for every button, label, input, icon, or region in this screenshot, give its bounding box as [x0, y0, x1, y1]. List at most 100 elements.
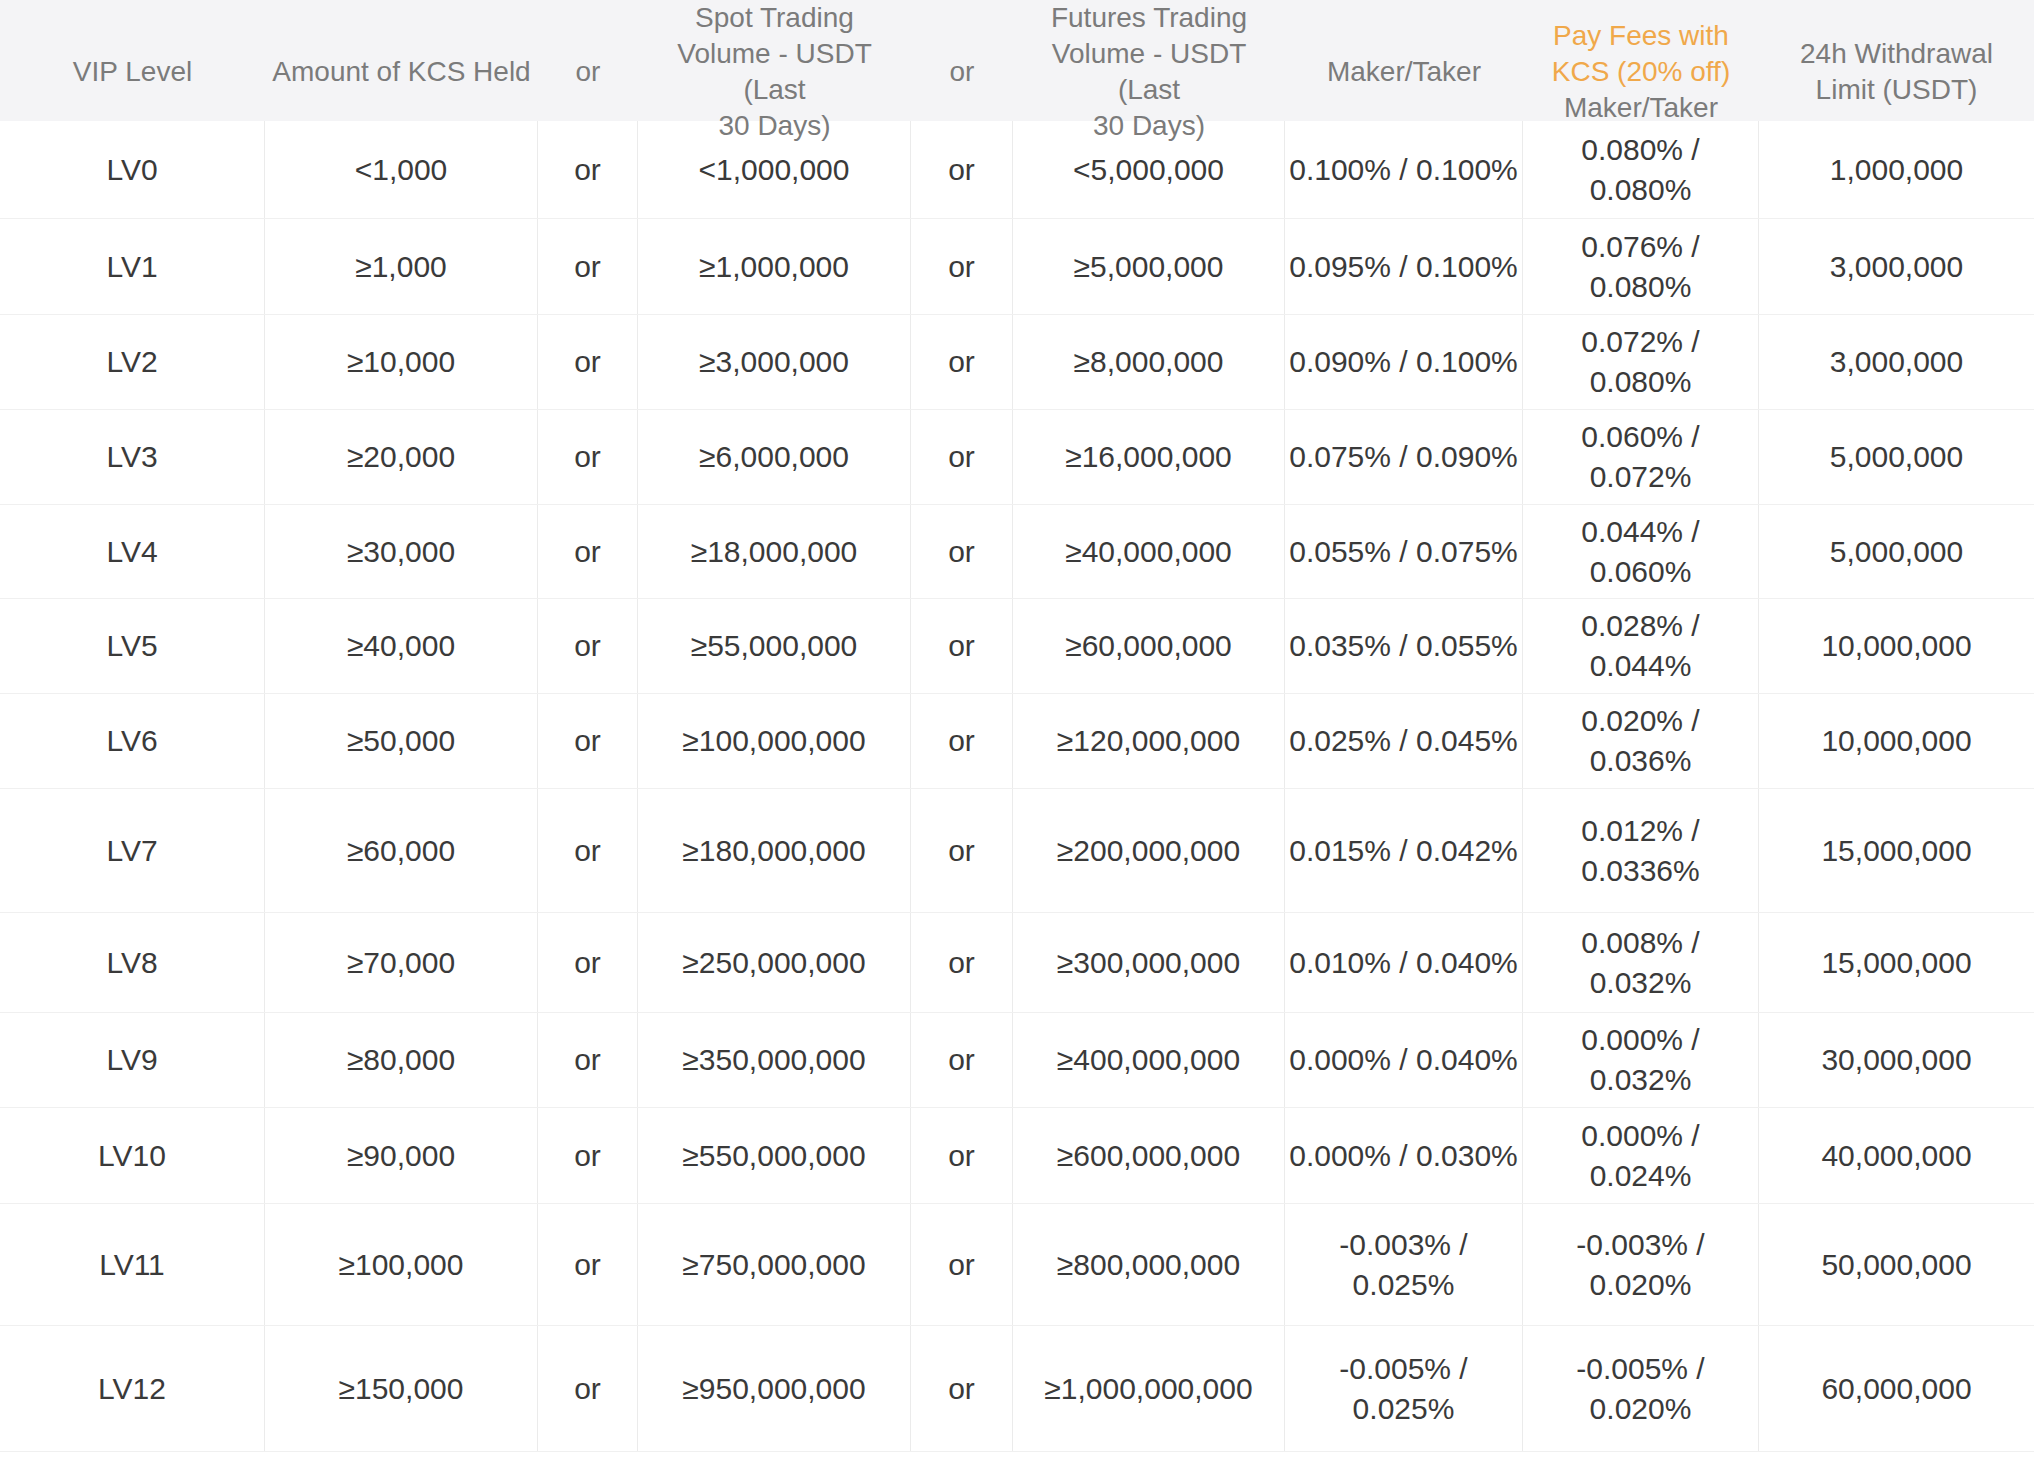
cell-futures-volume: ≥60,000,000: [1013, 599, 1285, 693]
cell-spot-volume: ≥550,000,000: [638, 1108, 911, 1203]
cell-vip-level: LV5: [0, 599, 265, 693]
cell-spot-volume: ≥3,000,000: [638, 315, 911, 409]
cell-kcs-fee: 0.076% / 0.080%: [1523, 219, 1759, 314]
cell-maker-taker: 0.035% / 0.055%: [1285, 599, 1523, 693]
cell-kcs-fee: -0.003% / 0.020%: [1523, 1204, 1759, 1325]
cell-spot-volume: ≥18,000,000: [638, 505, 911, 598]
cell-or: or: [911, 789, 1013, 912]
cell-withdrawal-limit: 1,000,000: [1759, 121, 2034, 218]
cell-or: or: [911, 315, 1013, 409]
cell-vip-level: LV8: [0, 913, 265, 1012]
cell-spot-volume: ≥6,000,000: [638, 410, 911, 504]
cell-kcs-fee: 0.044% / 0.060%: [1523, 505, 1759, 598]
cell-vip-level: LV6: [0, 694, 265, 788]
cell-spot-volume: ≥1,000,000: [638, 219, 911, 314]
table-row: LV8≥70,000or≥250,000,000or≥300,000,0000.…: [0, 913, 2034, 1013]
vip-fee-table: VIP Level Amount of KCS Held or Spot Tra…: [0, 0, 2034, 1452]
cell-withdrawal-limit: 3,000,000: [1759, 219, 2034, 314]
table-row: LV1≥1,000or≥1,000,000or≥5,000,0000.095% …: [0, 219, 2034, 315]
cell-or: or: [538, 315, 638, 409]
cell-withdrawal-limit: 15,000,000: [1759, 913, 2034, 1012]
cell-or: or: [911, 505, 1013, 598]
cell-withdrawal-limit: 15,000,000: [1759, 789, 2034, 912]
vip-fee-page: VIP Level Amount of KCS Held or Spot Tra…: [0, 0, 2034, 1458]
cell-kcs-fee: 0.080% / 0.080%: [1523, 121, 1759, 218]
table-row: LV11≥100,000or≥750,000,000or≥800,000,000…: [0, 1204, 2034, 1326]
cell-kcs-held: <1,000: [265, 121, 538, 218]
cell-kcs-fee: 0.028% / 0.044%: [1523, 599, 1759, 693]
table-row: LV4≥30,000or≥18,000,000or≥40,000,0000.05…: [0, 505, 2034, 599]
cell-or: or: [911, 1204, 1013, 1325]
cell-maker-taker: 0.075% / 0.090%: [1285, 410, 1523, 504]
cell-kcs-fee: -0.005% / 0.020%: [1523, 1326, 1759, 1451]
cell-futures-volume: ≥400,000,000: [1013, 1013, 1285, 1107]
cell-spot-volume: ≥100,000,000: [638, 694, 911, 788]
cell-vip-level: LV9: [0, 1013, 265, 1107]
cell-or: or: [538, 121, 638, 218]
cell-kcs-held: ≥30,000: [265, 505, 538, 598]
cell-kcs-fee: 0.000% / 0.032%: [1523, 1013, 1759, 1107]
cell-vip-level: LV10: [0, 1108, 265, 1203]
cell-kcs-fee: 0.020% / 0.036%: [1523, 694, 1759, 788]
cell-vip-level: LV11: [0, 1204, 265, 1325]
cell-or: or: [911, 1326, 1013, 1451]
cell-kcs-held: ≥20,000: [265, 410, 538, 504]
cell-or: or: [538, 789, 638, 912]
cell-kcs-fee: 0.000% / 0.024%: [1523, 1108, 1759, 1203]
cell-futures-volume: ≥800,000,000: [1013, 1204, 1285, 1325]
cell-kcs-held: ≥60,000: [265, 789, 538, 912]
cell-or: or: [911, 599, 1013, 693]
cell-withdrawal-limit: 50,000,000: [1759, 1204, 2034, 1325]
cell-or: or: [538, 1108, 638, 1203]
cell-withdrawal-limit: 5,000,000: [1759, 410, 2034, 504]
cell-kcs-held: ≥40,000: [265, 599, 538, 693]
table-header: VIP Level Amount of KCS Held or Spot Tra…: [0, 0, 2034, 121]
cell-maker-taker: 0.000% / 0.040%: [1285, 1013, 1523, 1107]
cell-kcs-held: ≥80,000: [265, 1013, 538, 1107]
cell-futures-volume: ≥16,000,000: [1013, 410, 1285, 504]
cell-or: or: [538, 913, 638, 1012]
cell-futures-volume: ≥8,000,000: [1013, 315, 1285, 409]
cell-maker-taker: 0.000% / 0.030%: [1285, 1108, 1523, 1203]
cell-or: or: [911, 913, 1013, 1012]
cell-maker-taker: 0.095% / 0.100%: [1285, 219, 1523, 314]
cell-kcs-held: ≥1,000: [265, 219, 538, 314]
cell-kcs-held: ≥100,000: [265, 1204, 538, 1325]
cell-vip-level: LV12: [0, 1326, 265, 1451]
cell-vip-level: LV2: [0, 315, 265, 409]
cell-futures-volume: ≥5,000,000: [1013, 219, 1285, 314]
cell-maker-taker: 0.025% / 0.045%: [1285, 694, 1523, 788]
cell-futures-volume: ≥1,000,000,000: [1013, 1326, 1285, 1451]
cell-kcs-held: ≥70,000: [265, 913, 538, 1012]
cell-or: or: [538, 1013, 638, 1107]
cell-maker-taker: 0.015% / 0.042%: [1285, 789, 1523, 912]
cell-withdrawal-limit: 60,000,000: [1759, 1326, 2034, 1451]
cell-or: or: [911, 121, 1013, 218]
cell-spot-volume: ≥750,000,000: [638, 1204, 911, 1325]
cell-maker-taker: 0.010% / 0.040%: [1285, 913, 1523, 1012]
cell-withdrawal-limit: 3,000,000: [1759, 315, 2034, 409]
cell-vip-level: LV3: [0, 410, 265, 504]
cell-or: or: [538, 505, 638, 598]
cell-or: or: [911, 1013, 1013, 1107]
cell-vip-level: LV0: [0, 121, 265, 218]
cell-or: or: [911, 410, 1013, 504]
cell-or: or: [911, 694, 1013, 788]
cell-spot-volume: ≥250,000,000: [638, 913, 911, 1012]
cell-spot-volume: ≥180,000,000: [638, 789, 911, 912]
table-row: LV9≥80,000or≥350,000,000or≥400,000,0000.…: [0, 1013, 2034, 1108]
cell-spot-volume: ≥55,000,000: [638, 599, 911, 693]
cell-withdrawal-limit: 5,000,000: [1759, 505, 2034, 598]
cell-or: or: [911, 1108, 1013, 1203]
table-row: LV3≥20,000or≥6,000,000or≥16,000,0000.075…: [0, 410, 2034, 505]
cell-maker-taker: -0.003% / 0.025%: [1285, 1204, 1523, 1325]
cell-kcs-held: ≥150,000: [265, 1326, 538, 1451]
cell-maker-taker: 0.090% / 0.100%: [1285, 315, 1523, 409]
cell-or: or: [538, 1326, 638, 1451]
cell-maker-taker: -0.005% / 0.025%: [1285, 1326, 1523, 1451]
table-row: LV6≥50,000or≥100,000,000or≥120,000,0000.…: [0, 694, 2034, 789]
table-row: LV7≥60,000or≥180,000,000or≥200,000,0000.…: [0, 789, 2034, 913]
cell-kcs-held: ≥10,000: [265, 315, 538, 409]
cell-futures-volume: ≥200,000,000: [1013, 789, 1285, 912]
cell-maker-taker: 0.100% / 0.100%: [1285, 121, 1523, 218]
